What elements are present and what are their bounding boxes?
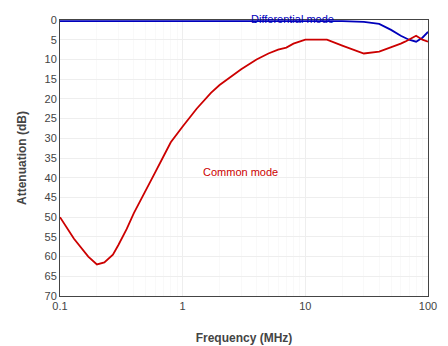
svg-text:35: 35: [45, 152, 57, 164]
svg-text:15: 15: [45, 73, 57, 85]
svg-text:65: 65: [45, 270, 57, 282]
svg-text:5: 5: [51, 34, 57, 46]
svg-text:0.1: 0.1: [52, 300, 67, 312]
svg-text:Attenuation (dB): Attenuation (dB): [15, 111, 29, 205]
svg-text:50: 50: [45, 211, 57, 223]
svg-text:25: 25: [45, 112, 57, 124]
svg-text:55: 55: [45, 231, 57, 243]
svg-text:0: 0: [51, 14, 57, 26]
svg-text:20: 20: [45, 93, 57, 105]
svg-text:100: 100: [419, 300, 437, 312]
svg-text:60: 60: [45, 250, 57, 262]
svg-text:Frequency (MHz): Frequency (MHz): [196, 331, 293, 345]
svg-text:70: 70: [45, 290, 57, 302]
svg-text:Differential mode: Differential mode: [251, 13, 334, 25]
svg-text:1: 1: [180, 300, 186, 312]
svg-text:30: 30: [45, 132, 57, 144]
svg-text:Common mode: Common mode: [203, 166, 278, 178]
svg-text:45: 45: [45, 191, 57, 203]
svg-text:40: 40: [45, 172, 57, 184]
svg-text:10: 10: [45, 53, 57, 65]
svg-text:10: 10: [299, 300, 311, 312]
